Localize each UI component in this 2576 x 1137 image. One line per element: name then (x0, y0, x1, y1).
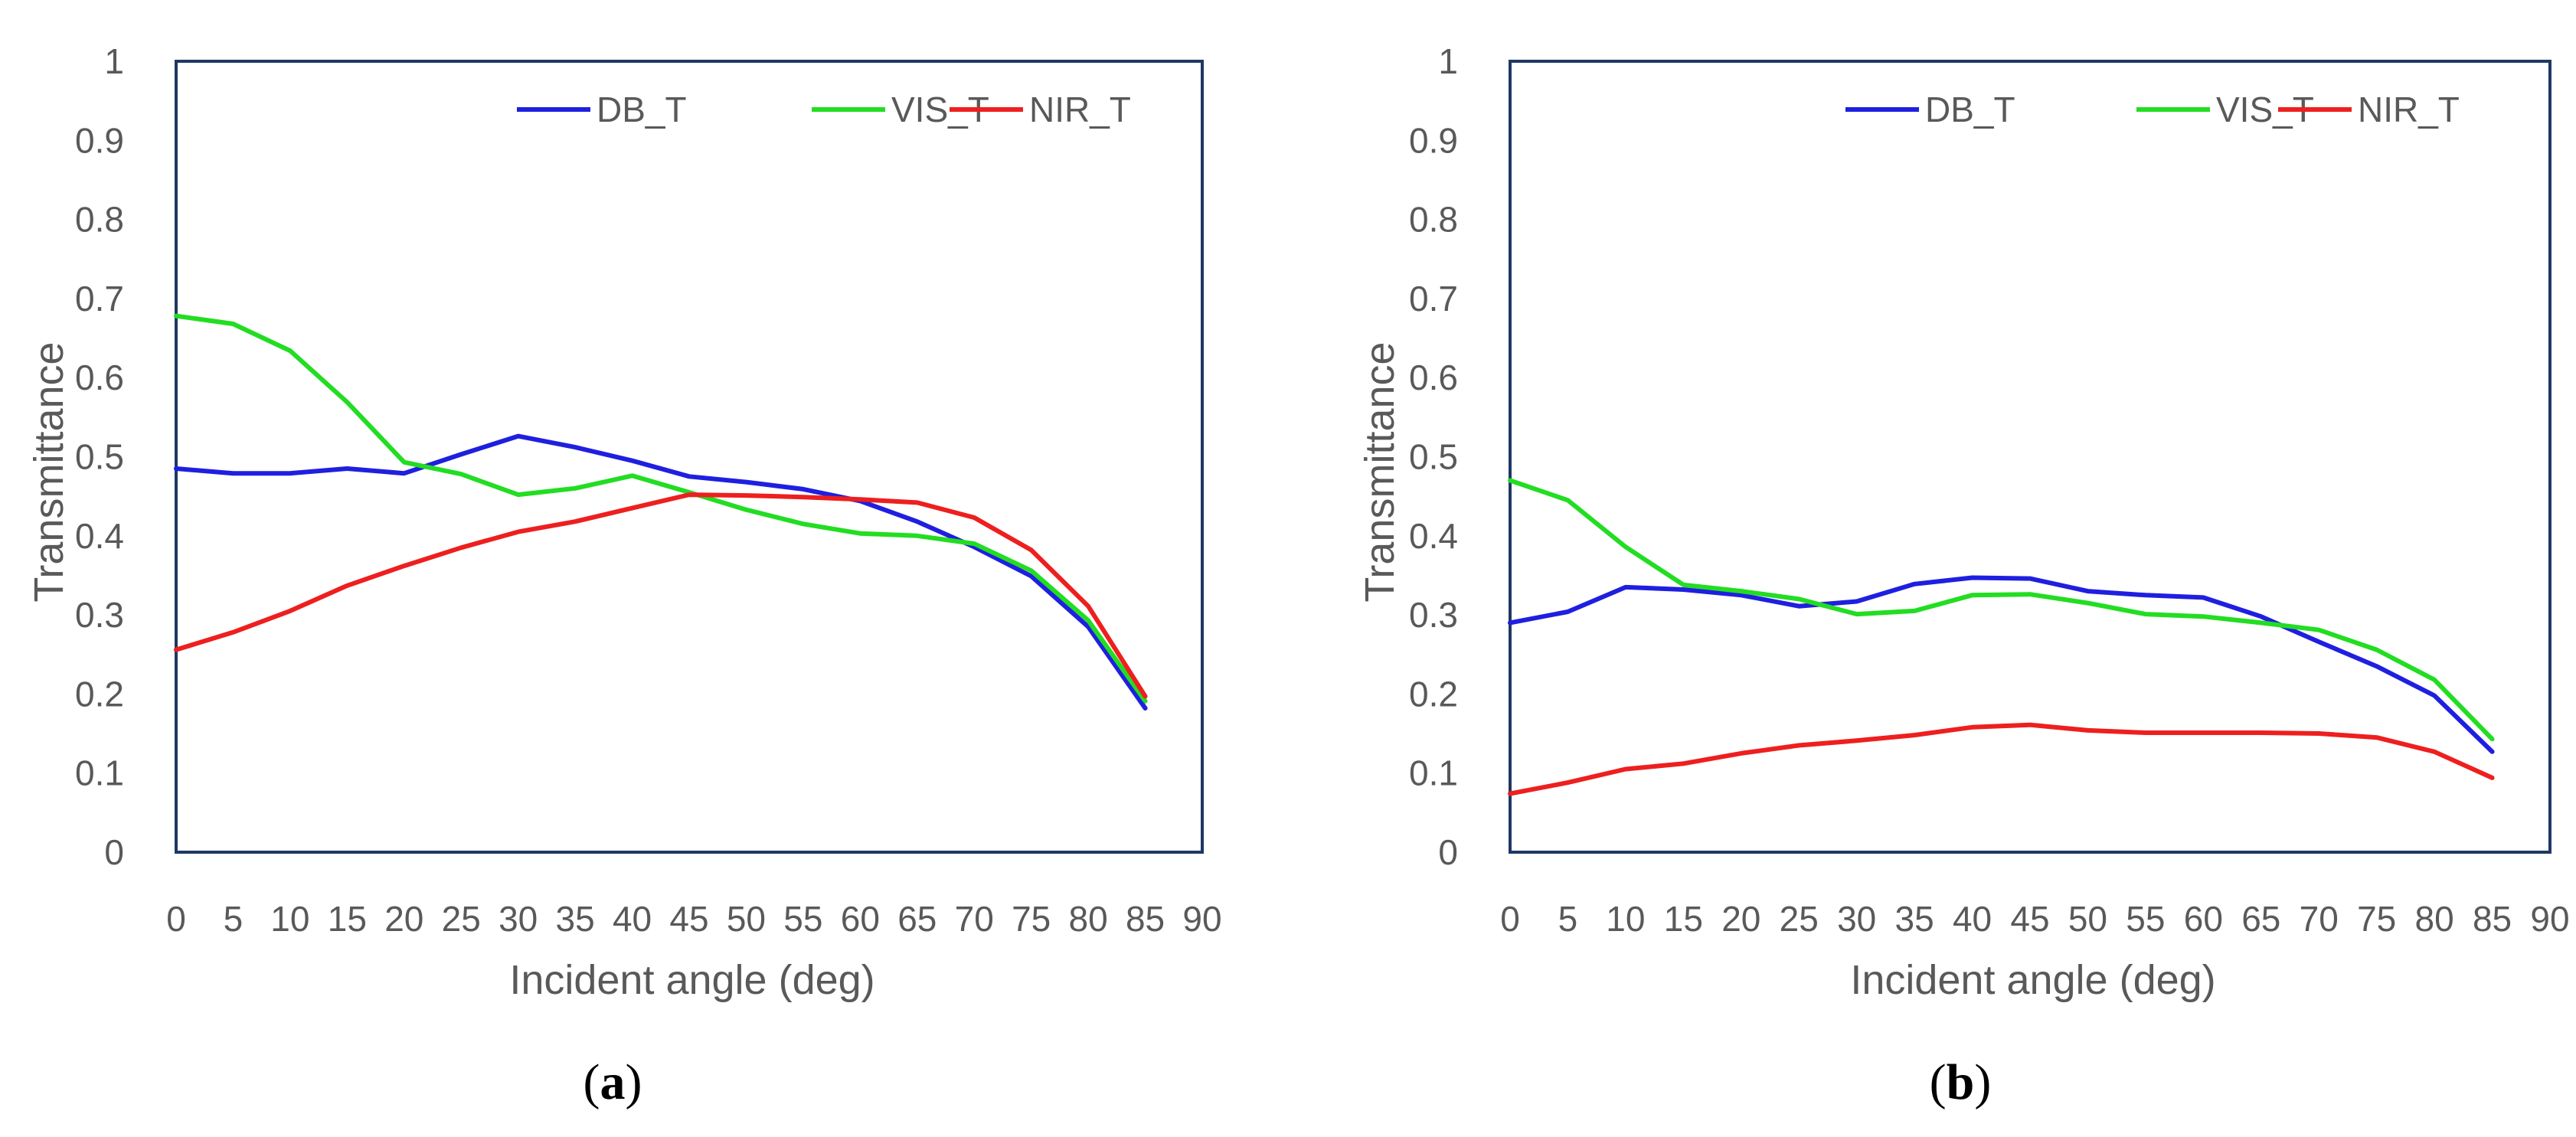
x-tick-label: 0 (166, 899, 186, 939)
y-tick-label: 0.8 (75, 200, 124, 240)
x-tick-label: 55 (2126, 899, 2165, 939)
x-tick-label: 85 (2473, 899, 2512, 939)
x-tick-label: 55 (783, 899, 822, 939)
x-tick-label: 35 (1895, 899, 1934, 939)
y-tick-label: 0.1 (75, 753, 124, 793)
x-tick-label: 80 (2415, 899, 2454, 939)
y-axis-title: Transmittance (26, 341, 72, 602)
x-tick-label: 35 (556, 899, 595, 939)
legend-label: NIR_T (2358, 90, 2460, 129)
x-tick-label: 90 (2530, 899, 2569, 939)
series-line-db-t (1508, 575, 2495, 754)
series-line-vis-t (174, 313, 1148, 704)
series-line-nir-t (174, 492, 1148, 699)
x-tick-label: 10 (270, 899, 309, 939)
y-tick-label: 1 (104, 41, 124, 81)
x-tick-label: 75 (2357, 899, 2396, 939)
x-tick-label: 20 (384, 899, 423, 939)
x-tick-label: 25 (442, 899, 481, 939)
panel-label-a: (a) (584, 1054, 642, 1110)
chart-panel-a: 00.10.20.30.40.50.60.70.80.910 5 10 15 20 25 3… (26, 41, 1222, 1003)
legend-label: DB_T (1925, 90, 2015, 129)
x-tick-label: 85 (1126, 899, 1165, 939)
y-tick-label: 0.9 (1409, 120, 1458, 160)
panel-label-b: (b) (1930, 1054, 1992, 1110)
x-tick-label: 45 (669, 899, 708, 939)
y-tick-label: 0.9 (75, 120, 124, 160)
y-tick-label: 0.3 (75, 595, 124, 635)
x-tick-label: 45 (2010, 899, 2049, 939)
x-tick-label: 50 (727, 899, 766, 939)
y-tick-label: 0.5 (1409, 437, 1458, 477)
x-tick-label: 30 (1837, 899, 1876, 939)
y-tick-label: 0.5 (75, 437, 124, 477)
x-tick-label: 65 (2241, 899, 2280, 939)
plot-frame (175, 60, 1204, 854)
y-tick-label: 0 (1438, 832, 1458, 872)
y-tick-label: 0.6 (1409, 358, 1458, 397)
x-tick-label: 90 (1182, 899, 1221, 939)
x-tick-label: 5 (1558, 899, 1578, 939)
x-tick-label: 30 (499, 899, 538, 939)
legend-label: DB_T (597, 90, 687, 129)
x-tick-label: 15 (1664, 899, 1703, 939)
x-tick-label: 70 (2300, 899, 2339, 939)
x-tick-label: 10 (1606, 899, 1645, 939)
y-axis-title: Transmittance (1357, 341, 1403, 602)
series-line-nir-t (1508, 722, 2495, 796)
x-tick-label: 5 (224, 899, 244, 939)
y-tick-label: 0.3 (1409, 595, 1458, 635)
y-tick-label: 0.8 (1409, 200, 1458, 240)
x-tick-label: 50 (2068, 899, 2107, 939)
x-tick-label: 0 (1500, 899, 1520, 939)
x-axis-title: Incident angle (deg) (1850, 957, 2215, 1003)
y-tick-label: 0.4 (1409, 516, 1458, 556)
legend-label: NIR_T (1029, 90, 1131, 129)
x-tick-label: 60 (2184, 899, 2223, 939)
y-tick-label: 0 (104, 832, 124, 872)
series-line-db-t (174, 433, 1148, 711)
x-tick-label: 40 (613, 899, 652, 939)
series-line-vis-t (1508, 478, 2495, 742)
x-axis-title: Incident angle (deg) (509, 957, 874, 1003)
y-tick-label: 0.7 (1409, 279, 1458, 319)
x-tick-label: 15 (328, 899, 367, 939)
chart-panel-b: 00.10.20.30.40.50.60.70.80.910 5 10 15 20 25 3… (1357, 41, 2570, 1003)
x-tick-label: 25 (1780, 899, 1819, 939)
y-tick-label: 0.6 (75, 358, 124, 397)
x-tick-label: 80 (1069, 899, 1108, 939)
y-tick-label: 1 (1438, 41, 1458, 81)
x-tick-label: 60 (841, 899, 880, 939)
y-tick-label: 0.2 (75, 674, 124, 714)
y-tick-label: 0.2 (1409, 674, 1458, 714)
y-tick-label: 0.7 (75, 279, 124, 319)
plot-frame (1509, 60, 2551, 854)
x-tick-label: 75 (1012, 899, 1051, 939)
x-tick-label: 40 (1953, 899, 1992, 939)
x-tick-label: 20 (1721, 899, 1760, 939)
y-tick-label: 0.1 (1409, 753, 1458, 793)
y-tick-label: 0.4 (75, 516, 124, 556)
x-tick-label: 65 (897, 899, 937, 939)
x-tick-label: 70 (955, 899, 994, 939)
